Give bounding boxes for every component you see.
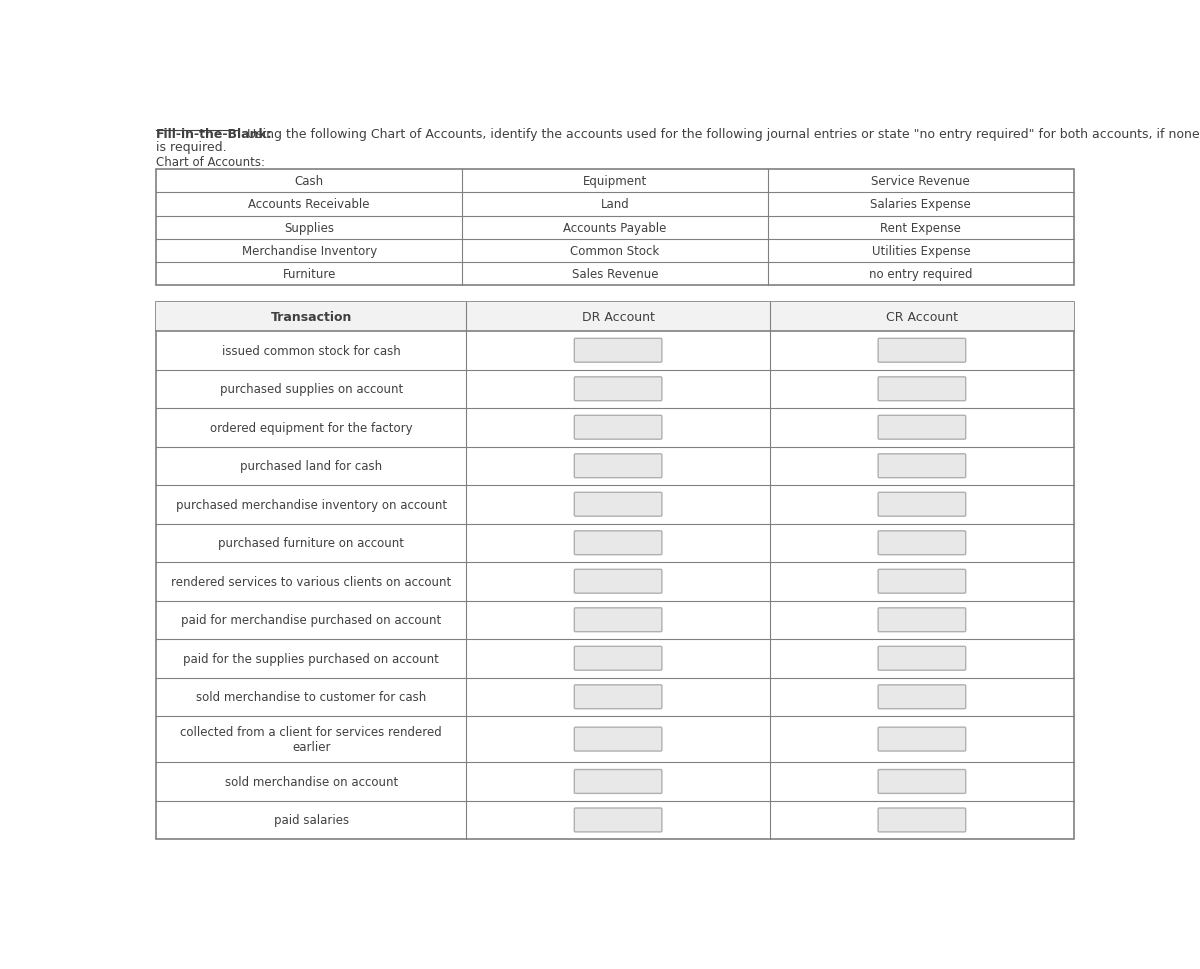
Text: CR Account: CR Account [886,310,958,324]
FancyBboxPatch shape [575,377,662,401]
Text: ordered equipment for the factory: ordered equipment for the factory [210,422,413,434]
FancyBboxPatch shape [878,646,966,671]
Text: Using the following Chart of Accounts, identify the accounts used for the follow: Using the following Chart of Accounts, i… [242,128,1199,141]
Text: purchased merchandise inventory on account: purchased merchandise inventory on accou… [175,498,446,512]
Text: paid for the supplies purchased on account: paid for the supplies purchased on accou… [184,652,439,665]
Text: Salaries Expense: Salaries Expense [870,199,971,211]
Text: Equipment: Equipment [583,175,647,188]
FancyBboxPatch shape [878,493,966,516]
Text: Cash: Cash [294,175,324,188]
Bar [156,302,1074,331]
Text: Merchandise Inventory: Merchandise Inventory [241,244,377,258]
FancyBboxPatch shape [575,531,662,555]
Text: Accounts Payable: Accounts Payable [563,221,667,234]
Text: no entry required: no entry required [869,267,973,280]
Text: Utilities Expense: Utilities Expense [871,244,970,258]
FancyBboxPatch shape [878,769,966,794]
Text: collected from a client for services rendered
earlier: collected from a client for services ren… [180,726,442,753]
Bar [156,171,1074,286]
FancyBboxPatch shape [878,570,966,594]
FancyBboxPatch shape [575,454,662,478]
FancyBboxPatch shape [878,416,966,440]
FancyBboxPatch shape [575,685,662,709]
FancyBboxPatch shape [575,416,662,440]
FancyBboxPatch shape [575,808,662,832]
FancyBboxPatch shape [878,377,966,401]
Text: rendered services to various clients on account: rendered services to various clients on … [172,576,451,588]
Text: purchased supplies on account: purchased supplies on account [220,383,403,396]
Text: sold merchandise to customer for cash: sold merchandise to customer for cash [196,691,426,703]
Text: purchased land for cash: purchased land for cash [240,459,383,473]
FancyBboxPatch shape [878,339,966,362]
FancyBboxPatch shape [878,531,966,555]
Text: Transaction: Transaction [270,310,352,324]
Text: Service Revenue: Service Revenue [871,175,971,188]
FancyBboxPatch shape [575,570,662,594]
Text: Chart of Accounts:: Chart of Accounts: [156,156,265,170]
FancyBboxPatch shape [575,769,662,794]
Text: Fill-in-the-Blank:: Fill-in-the-Blank: [156,128,272,141]
Text: issued common stock for cash: issued common stock for cash [222,344,401,358]
Text: Land: Land [601,199,629,211]
FancyBboxPatch shape [878,609,966,632]
Text: Rent Expense: Rent Expense [881,221,961,234]
Text: Furniture: Furniture [282,267,336,280]
Text: is required.: is required. [156,141,227,154]
Text: Accounts Receivable: Accounts Receivable [248,199,370,211]
FancyBboxPatch shape [575,728,662,751]
Bar [156,302,1074,839]
Text: paid salaries: paid salaries [274,814,349,827]
FancyBboxPatch shape [878,685,966,709]
FancyBboxPatch shape [878,808,966,832]
FancyBboxPatch shape [575,609,662,632]
FancyBboxPatch shape [878,454,966,478]
Text: paid for merchandise purchased on account: paid for merchandise purchased on accoun… [181,613,442,627]
FancyBboxPatch shape [878,728,966,751]
FancyBboxPatch shape [575,646,662,671]
FancyBboxPatch shape [575,493,662,516]
Text: Supplies: Supplies [284,221,334,234]
Text: DR Account: DR Account [582,310,654,324]
Text: sold merchandise on account: sold merchandise on account [224,775,398,788]
Text: purchased furniture on account: purchased furniture on account [218,537,404,549]
FancyBboxPatch shape [575,339,662,362]
Text: Common Stock: Common Stock [570,244,660,258]
Text: Sales Revenue: Sales Revenue [571,267,659,280]
